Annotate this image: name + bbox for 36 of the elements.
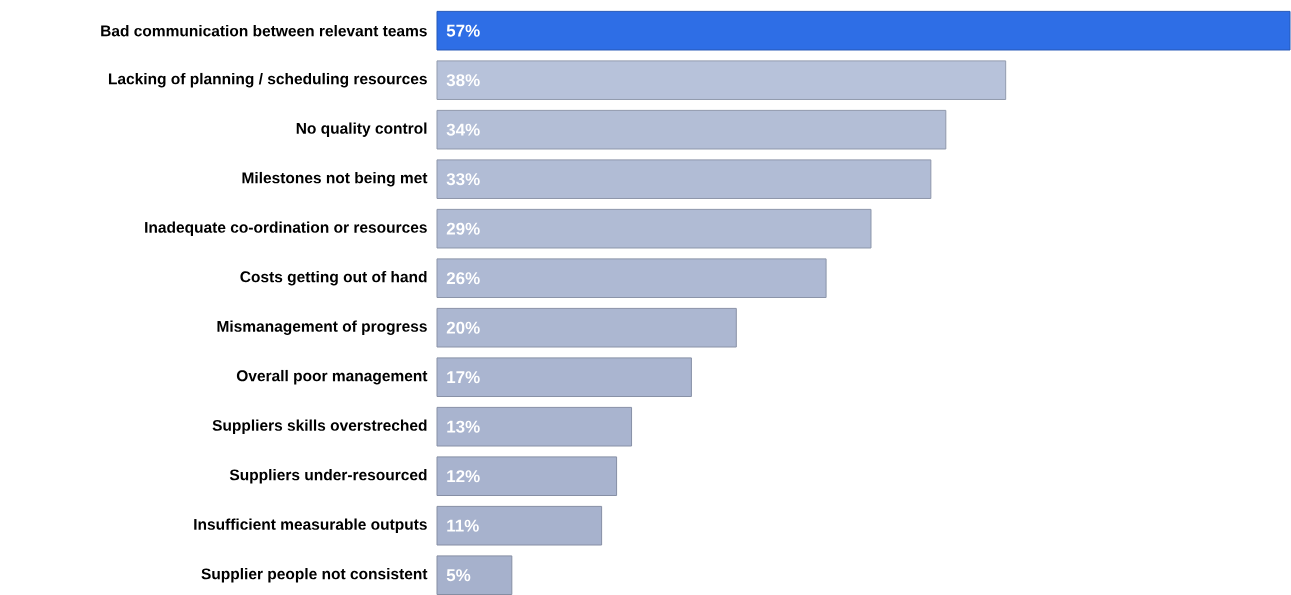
data-label: 5%	[446, 569, 471, 582]
data-label: 12%	[447, 470, 480, 483]
data-label: 57%	[446, 24, 480, 37]
data-label: 26%	[446, 272, 480, 285]
data-label: 38%	[446, 74, 480, 87]
data-label: 34%	[446, 123, 480, 136]
y-tick-label: No quality control	[296, 122, 427, 137]
bar	[436, 357, 692, 397]
bar	[436, 109, 947, 150]
data-label: 20%	[446, 321, 480, 334]
data-label: 33%	[446, 173, 480, 186]
y-tick-label: Inadequate co-ordination or resources	[145, 221, 427, 236]
bar	[436, 258, 827, 298]
data-label: 29%	[446, 222, 480, 235]
bar	[436, 406, 633, 447]
y-tick-label: Milestones not being met	[242, 171, 428, 187]
y-tick-label: Mismanagement of progress	[217, 320, 427, 335]
bar	[436, 60, 1007, 100]
bar	[436, 456, 618, 496]
bar	[436, 10, 1291, 51]
y-tick-label: Supplier people not consistent	[201, 567, 428, 583]
y-tick-label: Costs getting out of hand	[240, 270, 427, 286]
y-tick-label: Suppliers under-resourced	[229, 468, 427, 484]
data-label: 11%	[447, 519, 479, 532]
bar	[436, 505, 603, 546]
data-label: 17%	[447, 371, 480, 384]
y-tick-label: Suppliers skills overstreched	[212, 419, 427, 434]
bar	[436, 208, 872, 249]
data-label: 13%	[447, 420, 480, 433]
bar	[436, 159, 932, 199]
y-tick-label: Lacking of planning / scheduling resources	[108, 72, 427, 88]
bar	[436, 555, 513, 595]
y-tick-label: Bad communication between relevant teams	[101, 24, 427, 37]
y-tick-label: Insufficient measurable outputs	[194, 518, 427, 533]
bar	[436, 307, 737, 348]
y-tick-label: Overall poor management	[236, 369, 428, 385]
